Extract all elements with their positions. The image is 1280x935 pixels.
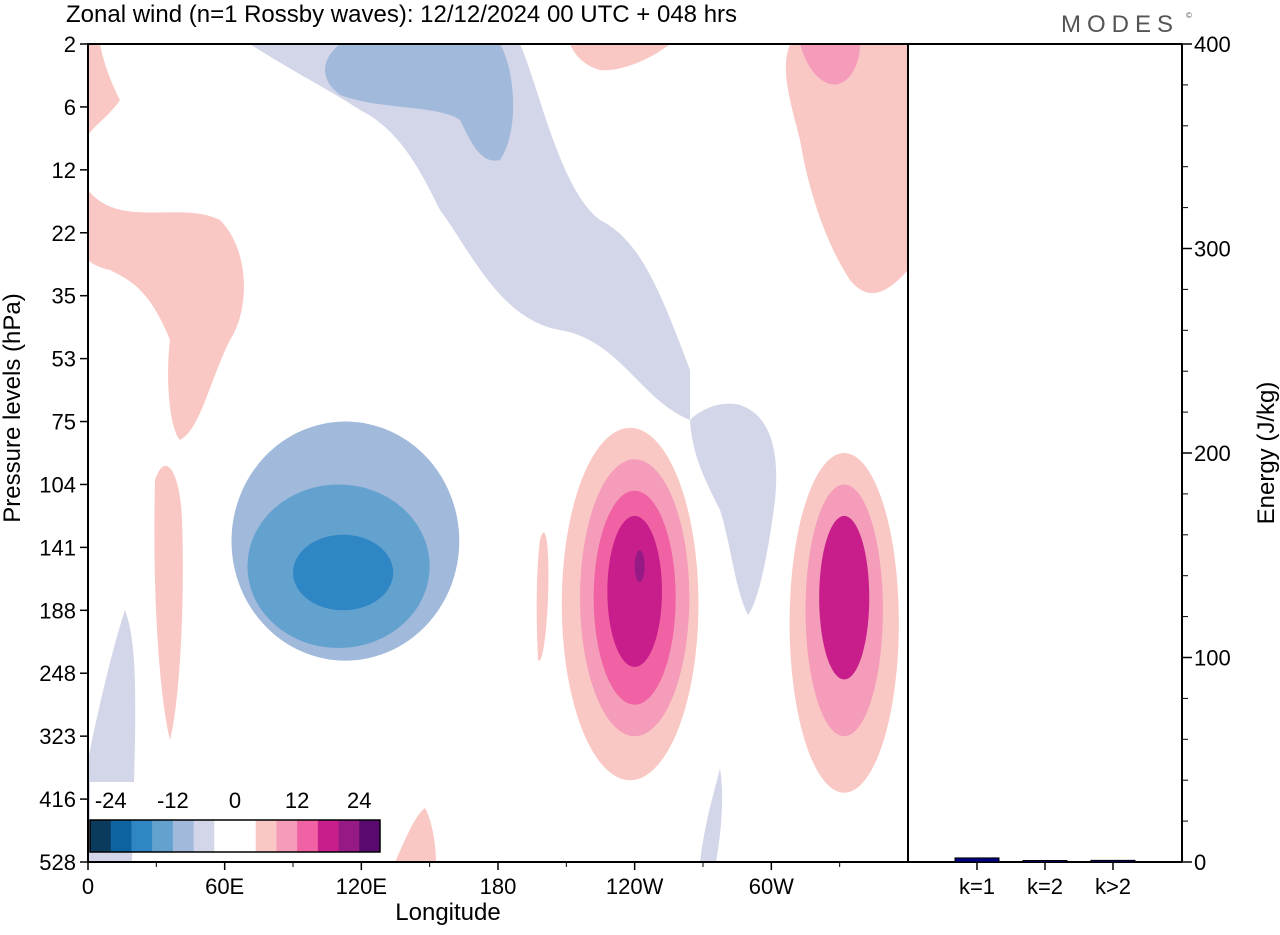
y-tick-label-2: 2 <box>64 32 76 57</box>
colorbar-swatch <box>172 820 195 852</box>
contour-cells <box>231 421 899 793</box>
colorbar-label--12: -12 <box>157 788 189 813</box>
upper-positive-right <box>785 44 908 294</box>
zonal-wind-field <box>88 44 908 862</box>
upper-positive-top <box>570 44 670 71</box>
bar-y-tick-label-100: 100 <box>1194 646 1231 671</box>
x-tick-label-60W: 60W <box>749 874 794 899</box>
upper-positive-top-core <box>800 44 860 85</box>
narrow-positive <box>536 532 549 661</box>
bar-y-tick-label-200: 200 <box>1194 441 1231 466</box>
colorbar-swatch <box>297 820 319 852</box>
y-tick-label-22: 22 <box>52 221 76 246</box>
colorbar-swatch <box>359 820 381 852</box>
y-tick-label-104: 104 <box>39 472 76 497</box>
contour-cell-pos-a4 <box>607 515 663 667</box>
y-tick-label-141: 141 <box>39 535 76 560</box>
colorbar-swatch <box>214 820 236 852</box>
colorbar-swatch <box>152 820 174 852</box>
x-tick-label-120W: 120W <box>606 874 664 899</box>
colorbar-swatch <box>110 820 132 852</box>
contour-cell-neg-3 <box>293 534 394 611</box>
colorbar-swatch <box>193 820 215 852</box>
y-axis-label: Pressure levels (hPa) <box>0 293 26 522</box>
colorbar-swatch <box>317 820 340 852</box>
colorbar-label--24: -24 <box>95 788 127 813</box>
contour-cell-pos-a5 <box>634 550 645 583</box>
bar-k=2 <box>1022 860 1068 863</box>
y-tick-label-35: 35 <box>52 284 76 309</box>
bar-x-tick-label-k=2: k=2 <box>1027 874 1063 899</box>
colorbar-swatch <box>255 820 277 852</box>
bottom-positive <box>395 808 436 862</box>
upper-negative-band <box>250 44 690 420</box>
x-tick-label-120E: 120E <box>336 874 387 899</box>
contour-cell-pos-b3 <box>819 515 870 680</box>
left-small-positive <box>154 465 183 740</box>
colorbar-label-12: 12 <box>285 788 309 813</box>
y-tick-label-75: 75 <box>52 410 76 435</box>
bar-y-tick-label-0: 0 <box>1194 850 1206 875</box>
colorbar-frame <box>89 819 381 853</box>
upper-negative-core <box>325 44 514 161</box>
bar-x-tick-label-k=1: k=1 <box>959 874 995 899</box>
colorbar-swatch <box>276 820 298 852</box>
upper-left-positive <box>88 190 244 440</box>
colorbar-swatch <box>235 820 257 852</box>
bar-x-tick-label-k>2: k>2 <box>1095 874 1131 899</box>
brand-logo: MODES © <box>1061 11 1192 38</box>
colorbar-swatch <box>338 820 360 852</box>
colorbar-swatch <box>131 820 153 852</box>
y-tick-label-248: 248 <box>39 661 76 686</box>
x-tick-label-180: 180 <box>480 874 517 899</box>
energy-bar-axes: 0 100 200 300 400 k=1 k=2 k>2 Energy (J/kg) <box>908 32 1280 899</box>
y-tick-label-53: 53 <box>52 347 76 372</box>
bar-k>2 <box>1090 859 1136 863</box>
brand-mark: © <box>1186 11 1192 20</box>
chart-title: Zonal wind (n=1 Rossby waves): 12/12/202… <box>66 1 737 28</box>
colorbar-swatch <box>90 820 112 852</box>
y-tick-label-416: 416 <box>39 787 76 812</box>
y-tick-label-188: 188 <box>39 598 76 623</box>
colorbar-label-24: 24 <box>347 788 371 813</box>
x-tick-label-60E: 60E <box>205 874 244 899</box>
colorbar-label-0: 0 <box>229 788 241 813</box>
upper-left-edge-positive <box>88 44 120 135</box>
x-tick-label-0: 0 <box>82 874 94 899</box>
y-tick-label-12: 12 <box>52 158 76 183</box>
mid-negative-right <box>690 403 777 615</box>
y-tick-label-6: 6 <box>64 95 76 120</box>
x-axis-label: Longitude <box>395 899 500 926</box>
y-tick-label-323: 323 <box>39 724 76 749</box>
lower-negative-right <box>700 768 723 862</box>
colorbar-legend: -24 -12 0 12 24 <box>89 782 381 853</box>
brand-name: MODES <box>1061 11 1179 38</box>
bar-y-tick-label-400: 400 <box>1194 32 1231 57</box>
bar-y-tick-label-300: 300 <box>1194 237 1231 262</box>
bar-k=1 <box>954 857 1000 863</box>
y-tick-label-528: 528 <box>39 850 76 875</box>
bar-y-axis-label: Energy (J/kg) <box>1253 382 1280 525</box>
